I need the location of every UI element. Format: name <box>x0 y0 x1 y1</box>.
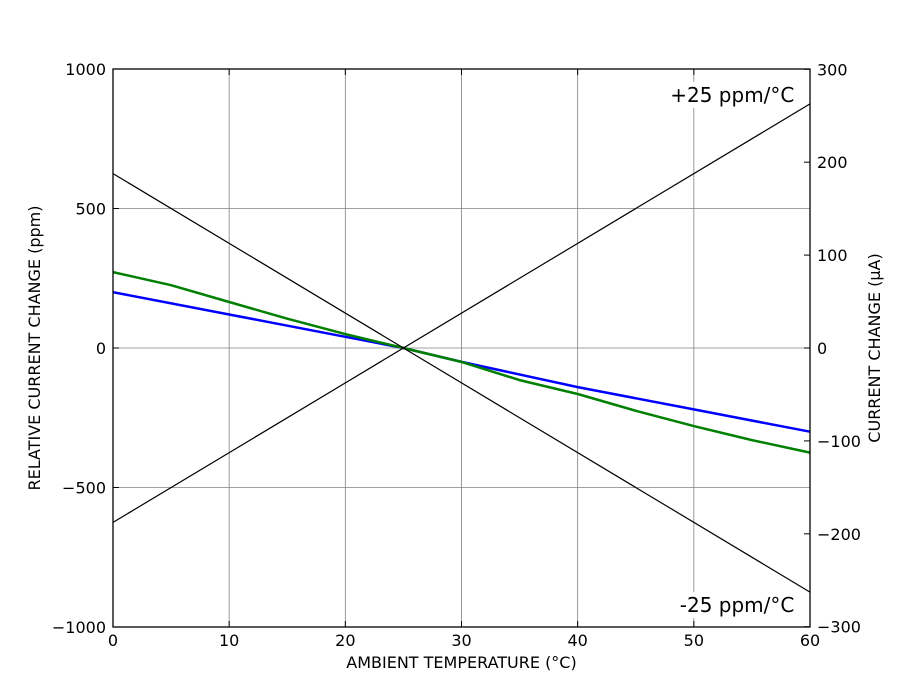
y-tick-label: −1000 <box>52 618 106 637</box>
x-tick-label: 50 <box>684 631 704 650</box>
annotation-label-1: -25 ppm/°C <box>680 593 795 617</box>
annotation-label-0: +25 ppm/°C <box>670 83 794 107</box>
series-line-2 <box>112 103 811 523</box>
annotations: +25 ppm/°C -25 ppm/°C <box>668 81 797 619</box>
x-tick-label: 40 <box>567 631 587 650</box>
grid <box>113 69 810 627</box>
y2-tick-label: −200 <box>817 525 861 544</box>
series-line-3 <box>112 173 811 593</box>
y-tick-label: 500 <box>75 200 106 219</box>
x-tick-label: 30 <box>451 631 471 650</box>
y2-tick-label: 200 <box>817 153 848 172</box>
x-tick-label: 10 <box>219 631 239 650</box>
y2-tick-label: 0 <box>817 339 827 358</box>
x-tick-label: 60 <box>800 631 820 650</box>
x-axis-label: AMBIENT TEMPERATURE (°C) <box>346 653 576 672</box>
y-axis-label: RELATIVE CURRENT CHANGE (ppm) <box>25 206 44 491</box>
y2-tick-label: 100 <box>817 246 848 265</box>
y2-tick-label: −300 <box>817 618 861 637</box>
y-tick-label: 1000 <box>65 60 106 79</box>
annotation-box <box>668 81 797 108</box>
series-group <box>112 103 811 593</box>
x-tick-label: 20 <box>335 631 355 650</box>
annotation-box <box>668 592 797 619</box>
y-tick-label: 0 <box>96 339 106 358</box>
y2-tick-label: 300 <box>817 60 848 79</box>
ticks: 0 10 20 30 40 50 6010005000−500−10003002001000… <box>52 60 861 650</box>
y2-tick-label: −100 <box>817 432 861 451</box>
y2-axis-label: CURRENT CHANGE (µA) <box>865 253 884 442</box>
x-tick-label: 0 <box>108 631 118 650</box>
series-line-1 <box>112 270 811 454</box>
y-tick-label: −500 <box>62 479 106 498</box>
